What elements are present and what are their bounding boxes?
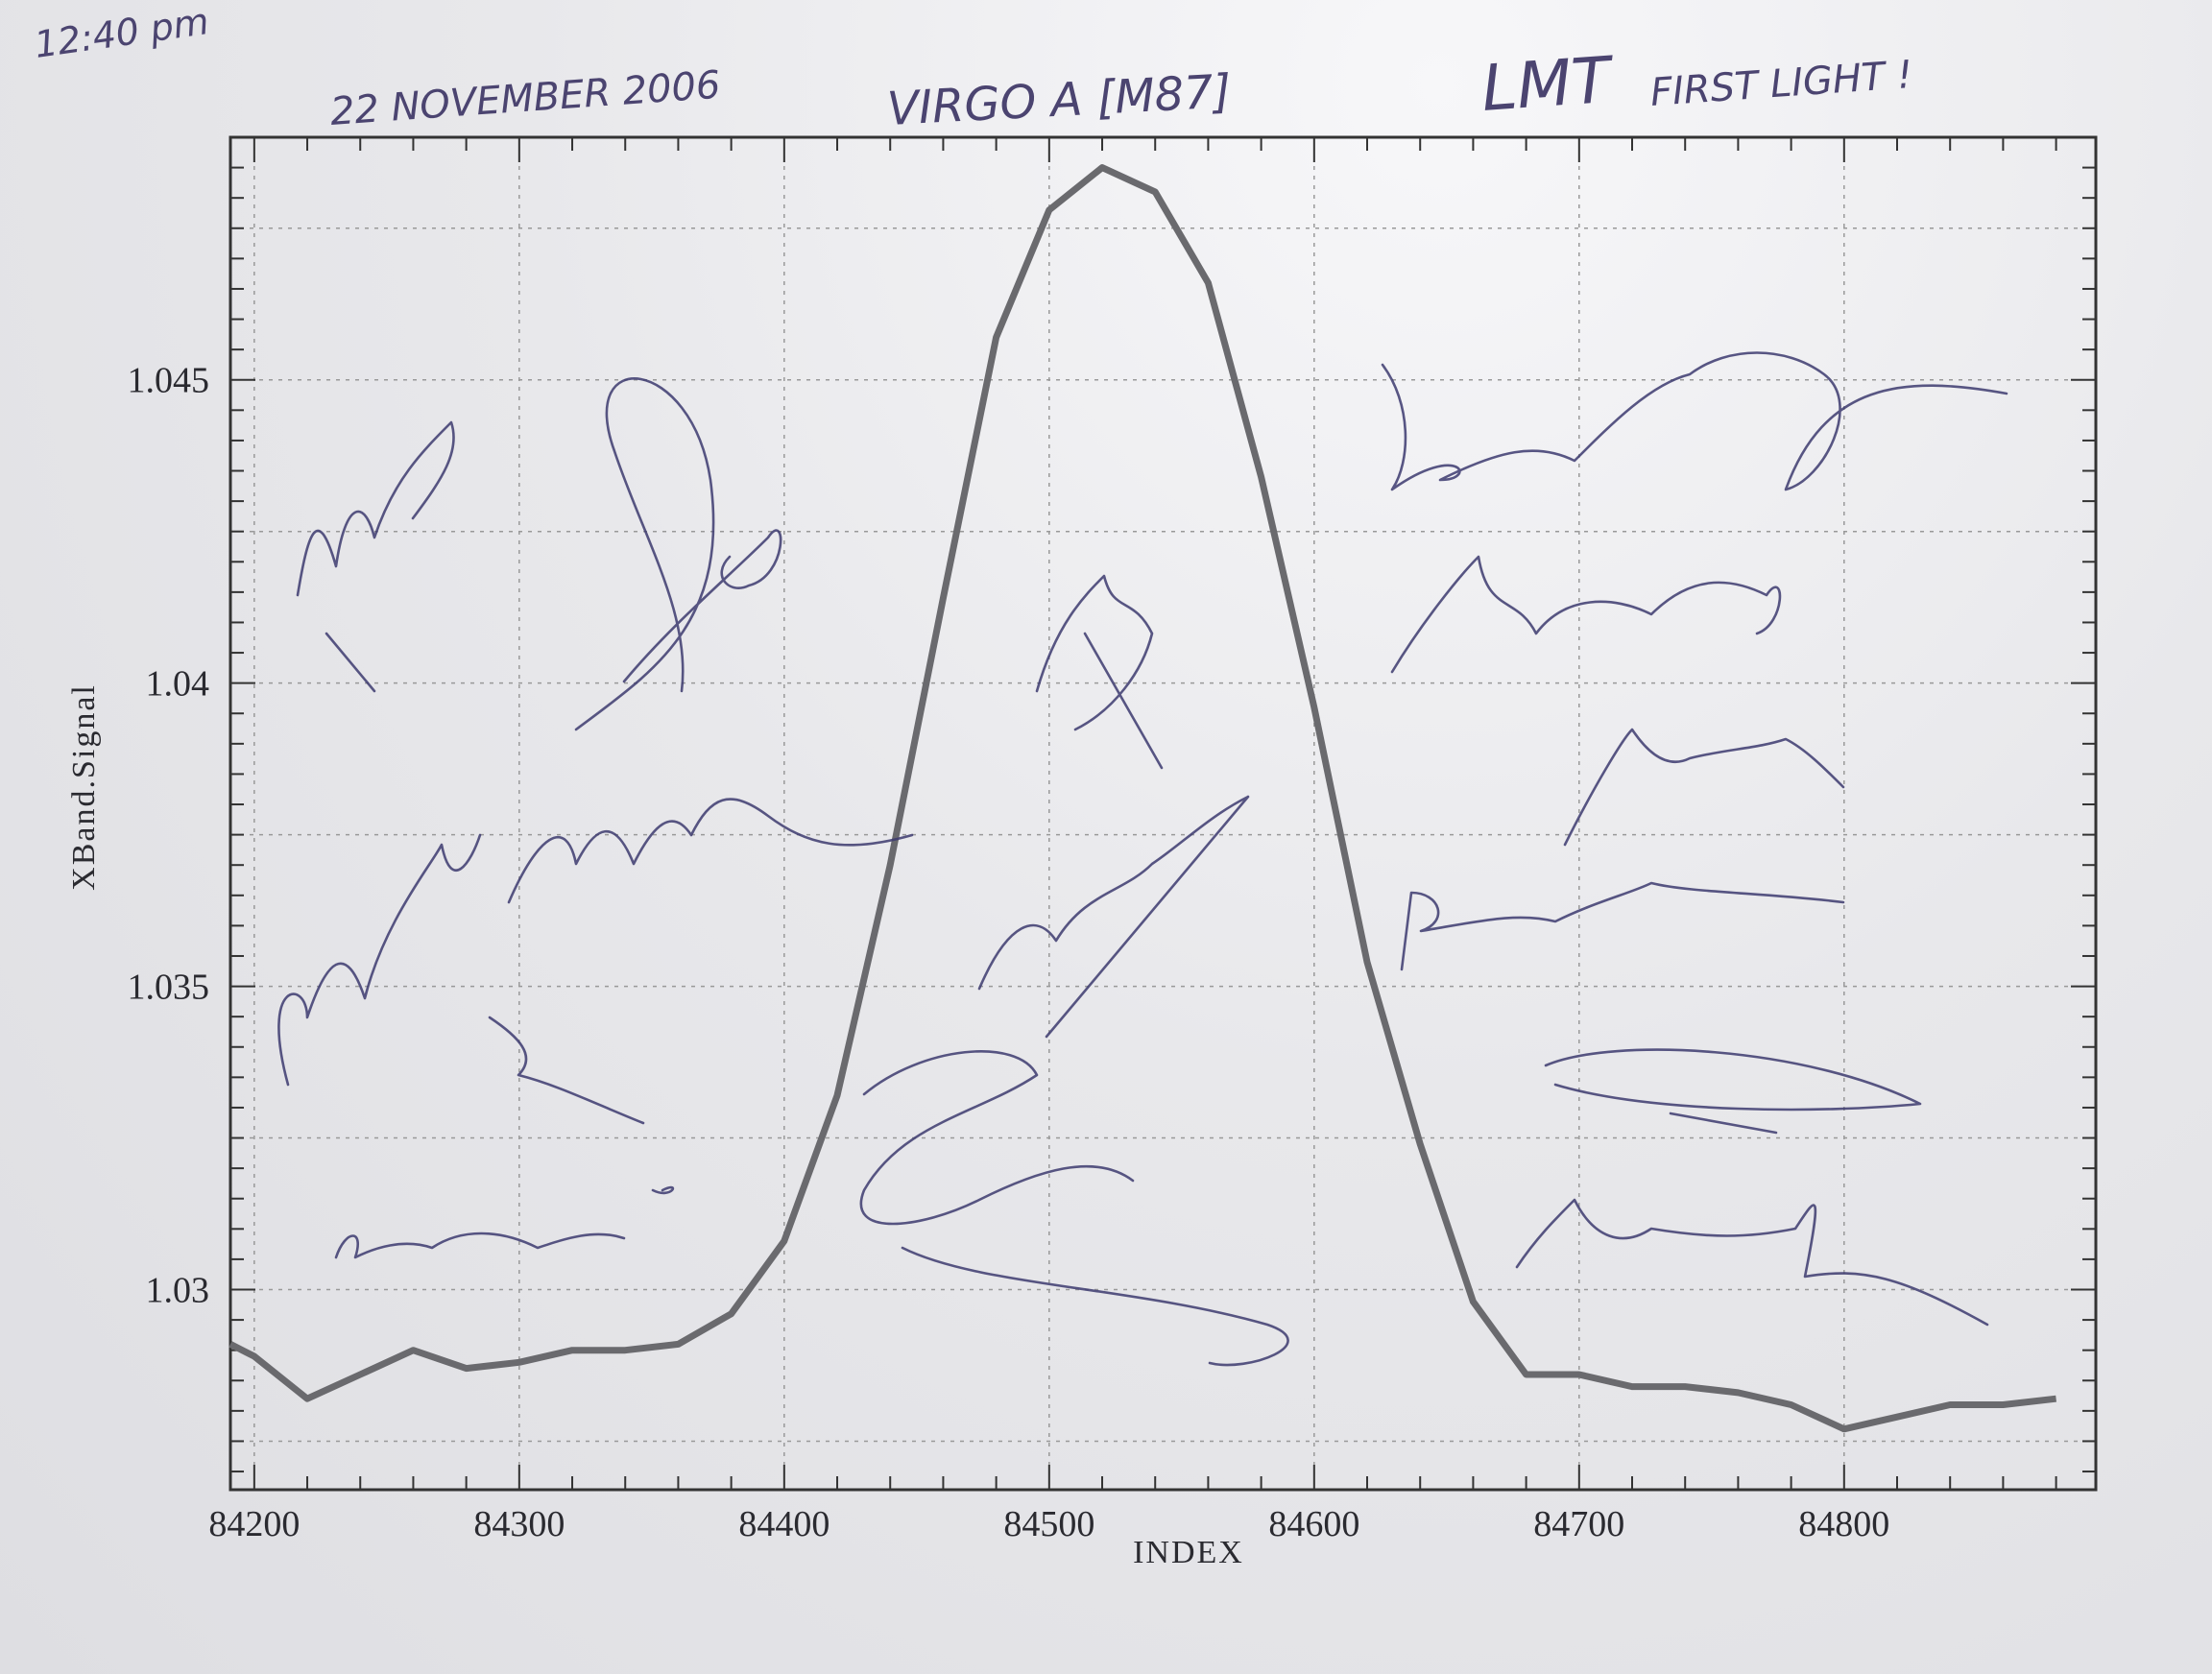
signature [1035, 574, 1164, 770]
signature [1515, 1198, 1989, 1327]
x-tick-label: 84300 [473, 1504, 565, 1544]
grid [230, 137, 2096, 1490]
y-tick-label: 1.04 [146, 664, 210, 705]
x-tick-label: 84400 [738, 1504, 830, 1544]
signature [859, 1050, 1289, 1367]
signature [1390, 555, 1782, 674]
signature [1381, 351, 2008, 491]
x-tick-label: 84700 [1533, 1504, 1624, 1544]
headline-lmt: LMT [1479, 42, 1618, 125]
date-annotation: 22 NOVEMBER 2006 [328, 63, 721, 134]
x-axis-label: INDEX [1133, 1535, 1244, 1570]
signature [507, 798, 914, 904]
y-tick-label: 1.045 [128, 361, 210, 401]
x-tick-label: 84600 [1268, 1504, 1359, 1544]
y-axis-label: XBand.Signal [66, 683, 102, 891]
signature [277, 833, 482, 1087]
x-tick-label: 84500 [1003, 1504, 1094, 1544]
y-tick-label: 1.03 [146, 1270, 210, 1310]
headline-first-light: FIRST LIGHT ! [1648, 53, 1913, 115]
x-tick-labels: 84200 84300 84400 84500 84600 84700 84800 [208, 1504, 1889, 1544]
signatures [277, 351, 2008, 1367]
signature [1544, 1048, 1922, 1135]
signature [296, 420, 455, 693]
signature [977, 795, 1250, 1039]
y-tick-label: 1.035 [128, 968, 210, 1008]
target-annotation: VIRGO A [M87] [886, 64, 1233, 136]
x-tick-label: 84200 [208, 1504, 300, 1544]
signal-curve [228, 164, 2056, 1433]
signature [334, 1232, 626, 1259]
signature [574, 377, 782, 731]
signature [1563, 728, 1845, 847]
ticks [230, 136, 2096, 1490]
signature [488, 1016, 675, 1195]
signature [1400, 881, 1845, 971]
y-tick-labels: 1.03 1.035 1.04 1.045 [128, 361, 210, 1311]
time-annotation: 12:40 pm [32, 0, 211, 66]
plot-frame [228, 135, 2098, 1492]
x-tick-label: 84800 [1798, 1504, 1889, 1544]
